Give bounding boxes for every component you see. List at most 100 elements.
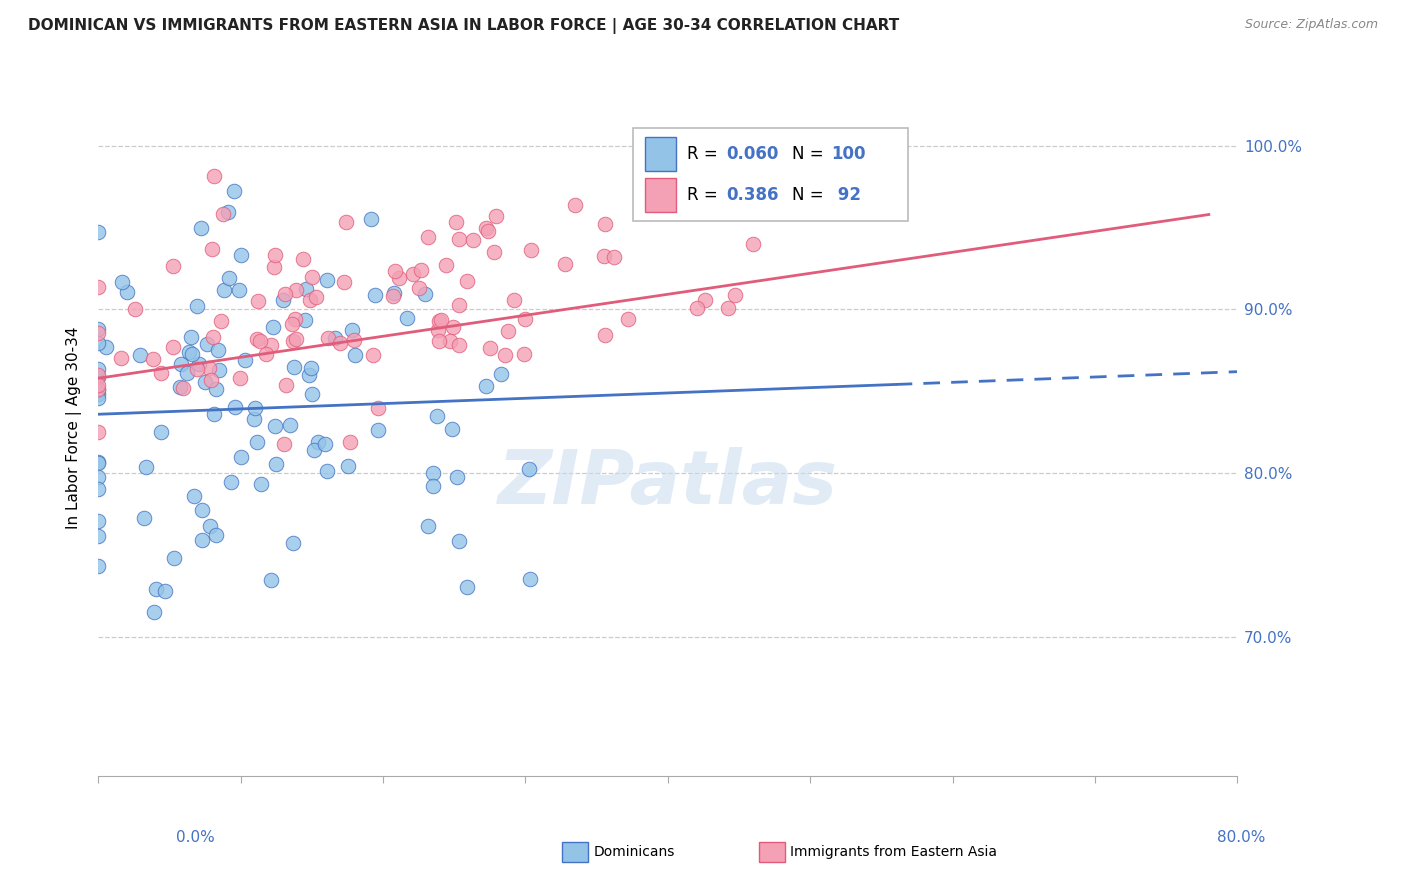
Point <box>273 293 295 307</box>
Point <box>87 482 110 496</box>
Point <box>281 334 304 348</box>
Point <box>339 435 361 450</box>
Point <box>246 435 269 450</box>
Point <box>87 280 110 294</box>
Point <box>219 475 242 489</box>
Point <box>284 311 307 326</box>
Point <box>418 230 440 244</box>
Point <box>264 457 287 471</box>
Point <box>87 529 110 543</box>
Point <box>478 341 501 355</box>
Point <box>515 312 537 326</box>
Point <box>617 312 640 326</box>
Text: 80.0%: 80.0% <box>1218 830 1265 845</box>
Point <box>281 536 304 550</box>
Point <box>193 375 215 389</box>
Point <box>284 284 307 298</box>
Point <box>329 336 352 351</box>
Point <box>177 345 200 359</box>
Point <box>87 383 110 397</box>
Point <box>217 204 239 219</box>
Point <box>201 243 224 257</box>
Point <box>198 519 221 533</box>
Text: 0.060: 0.060 <box>727 145 779 163</box>
Point <box>96 340 118 354</box>
Point <box>204 382 226 396</box>
Point <box>299 361 322 376</box>
Point <box>278 417 301 432</box>
Point <box>495 348 517 362</box>
Point <box>212 283 235 297</box>
Point <box>517 462 540 476</box>
Point <box>87 378 110 392</box>
Point <box>686 301 709 315</box>
Point <box>197 360 219 375</box>
Point <box>195 336 218 351</box>
Text: 0.0%: 0.0% <box>176 830 215 845</box>
Point <box>340 323 363 337</box>
Point <box>298 293 321 307</box>
Point <box>87 425 110 440</box>
Point <box>124 301 146 316</box>
Point <box>224 401 246 415</box>
Point <box>422 466 444 480</box>
Point <box>360 212 382 227</box>
Point <box>87 326 110 341</box>
Point <box>187 357 209 371</box>
Text: DOMINICAN VS IMMIGRANTS FROM EASTERN ASIA IN LABOR FORCE | AGE 30-34 CORRELATION: DOMINICAN VS IMMIGRANTS FROM EASTERN ASI… <box>28 18 900 34</box>
Point <box>434 258 457 272</box>
Point <box>314 437 336 451</box>
Point <box>316 464 339 478</box>
Point <box>305 290 328 304</box>
Point <box>87 225 110 239</box>
Point <box>315 273 337 287</box>
Point <box>449 232 471 246</box>
Point <box>430 313 453 327</box>
Point <box>87 470 110 484</box>
Point <box>87 369 110 384</box>
Point <box>162 259 184 273</box>
Point <box>249 334 271 348</box>
Point <box>427 313 450 327</box>
Point <box>593 217 616 231</box>
Point <box>246 293 269 308</box>
Point <box>416 519 439 533</box>
Point <box>202 407 225 421</box>
Point <box>264 419 287 434</box>
Point <box>316 331 339 345</box>
Point <box>245 332 267 346</box>
Point <box>145 582 167 597</box>
Point <box>87 391 110 405</box>
Point <box>218 271 240 285</box>
Point <box>276 378 298 392</box>
Point <box>482 244 505 259</box>
Point <box>395 310 418 325</box>
Point <box>134 510 156 524</box>
Point <box>337 459 360 474</box>
Point <box>307 435 329 450</box>
Point <box>426 409 449 424</box>
Point <box>333 275 356 289</box>
Point <box>384 264 406 278</box>
Point <box>294 282 316 296</box>
Point <box>602 250 624 264</box>
Point <box>344 348 367 362</box>
Point <box>183 489 205 503</box>
Point <box>172 381 194 395</box>
Text: 0.386: 0.386 <box>727 186 779 204</box>
Point <box>441 422 464 436</box>
Point <box>456 580 478 594</box>
Point <box>422 478 444 492</box>
Point <box>87 558 110 573</box>
Point <box>190 220 212 235</box>
Point <box>87 368 110 383</box>
Text: R =: R = <box>688 145 723 163</box>
Point <box>382 289 405 303</box>
Point <box>162 340 184 354</box>
Text: ZIPatlas: ZIPatlas <box>498 447 838 520</box>
Point <box>513 346 536 360</box>
Point <box>162 551 184 566</box>
Text: Immigrants from Eastern Asia: Immigrants from Eastern Asia <box>790 845 997 859</box>
Point <box>207 343 229 358</box>
Point <box>693 293 716 307</box>
